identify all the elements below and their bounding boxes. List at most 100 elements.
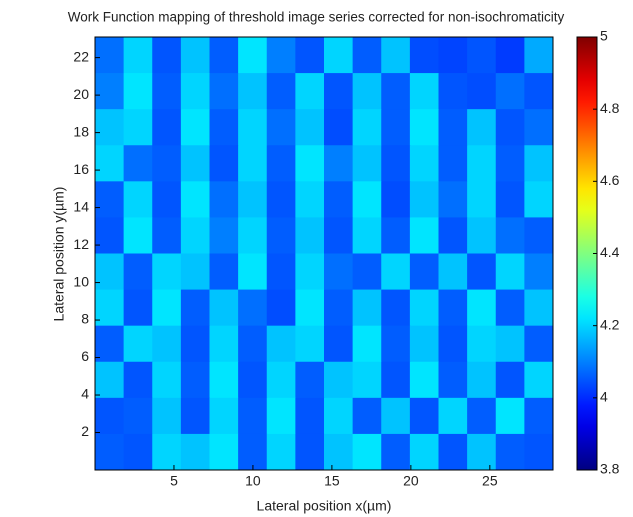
heatmap-cell	[209, 73, 239, 110]
heatmap-cell	[495, 289, 525, 327]
heatmap-cell	[467, 217, 497, 254]
heatmap-cell	[467, 109, 497, 146]
heatmap-cell	[409, 37, 439, 74]
heatmap-cell	[409, 325, 439, 363]
heatmap-cell	[495, 37, 525, 74]
heatmap-cell	[324, 433, 354, 471]
heatmap-cell	[95, 253, 125, 291]
heatmap-cell	[381, 361, 411, 399]
heatmap-cell	[409, 361, 439, 399]
heatmap-cell	[352, 109, 382, 146]
heatmap-cell	[209, 397, 239, 435]
heatmap-cell	[123, 433, 153, 471]
y-tick-label: 20	[73, 86, 89, 102]
heatmap-cell	[495, 73, 525, 110]
heatmap-cell	[324, 145, 354, 182]
heatmap-cell	[524, 73, 554, 110]
heatmap-cell	[266, 325, 296, 363]
heatmap-cell	[238, 433, 268, 471]
heatmap-cell	[409, 109, 439, 146]
heatmap-cell	[295, 37, 325, 74]
heatmap-cell	[95, 361, 125, 399]
heatmap-cell	[266, 361, 296, 399]
heatmap-cell	[352, 217, 382, 254]
heatmap-cell	[352, 433, 382, 471]
heatmap-cell	[352, 397, 382, 435]
heatmap-cell	[409, 181, 439, 218]
heatmap-cell	[467, 181, 497, 218]
heatmap-cell	[381, 397, 411, 435]
heatmap-cell	[524, 433, 554, 471]
heatmap-cell	[209, 109, 239, 146]
y-tick-label: 2	[81, 423, 89, 439]
heatmap-cell	[123, 37, 153, 74]
heatmap-cell	[209, 253, 239, 291]
heatmap-cell	[180, 145, 210, 182]
heatmap-cell	[438, 325, 468, 363]
heatmap-cell	[352, 325, 382, 363]
heatmap-cell	[324, 37, 354, 74]
heatmap-cell	[95, 145, 125, 182]
heatmap-cell	[467, 325, 497, 363]
heatmap-cell	[324, 397, 354, 435]
heatmap-cell	[238, 289, 268, 327]
heatmap-cell	[467, 433, 497, 471]
heatmap-cell	[381, 217, 411, 254]
colorbar-tick-label: 4	[600, 389, 608, 405]
heatmap-cell	[409, 73, 439, 110]
y-tick-label: 10	[73, 273, 89, 289]
heatmap-cell	[295, 253, 325, 291]
heatmap-cell	[238, 397, 268, 435]
heatmap-cell	[381, 181, 411, 218]
heatmap-cell	[238, 109, 268, 146]
heatmap-cell	[381, 73, 411, 110]
heatmap-cell	[352, 361, 382, 399]
heatmap-cell	[295, 73, 325, 110]
heatmap-cell	[438, 181, 468, 218]
heatmap-cell	[123, 361, 153, 399]
heatmap-cell	[238, 145, 268, 182]
heatmap-cell	[381, 253, 411, 291]
heatmap-cell	[495, 253, 525, 291]
x-tick-label: 10	[245, 473, 261, 489]
heatmap-cell	[524, 181, 554, 218]
heatmap-cell	[295, 289, 325, 327]
y-tick-label: 16	[73, 161, 89, 177]
heatmap-cell	[266, 397, 296, 435]
heatmap-cell	[495, 109, 525, 146]
heatmap-cell	[180, 253, 210, 291]
heatmap-cell	[381, 325, 411, 363]
heatmap-cell	[152, 73, 182, 110]
heatmap-cell	[180, 325, 210, 363]
heatmap-cell	[324, 73, 354, 110]
y-tick-label: 8	[81, 311, 89, 327]
heatmap-cell	[467, 397, 497, 435]
heatmap-cell	[438, 109, 468, 146]
x-tick-label: 20	[403, 473, 419, 489]
heatmap-cell	[95, 109, 125, 146]
heatmap-cell	[209, 361, 239, 399]
heatmap-cell	[238, 37, 268, 74]
heatmap-cell	[438, 253, 468, 291]
heatmap-cell	[238, 217, 268, 254]
heatmap-cell	[438, 217, 468, 254]
heatmap-cell	[152, 37, 182, 74]
y-tick-label: 14	[73, 198, 89, 214]
x-tick-label: 15	[324, 473, 340, 489]
heatmap-cell	[209, 145, 239, 182]
heatmap-cell	[95, 73, 125, 110]
heatmap-cell	[238, 73, 268, 110]
heatmap-cell	[152, 253, 182, 291]
y-tick-label: 6	[81, 348, 89, 364]
heatmap-cell	[324, 217, 354, 254]
heatmap-cell	[495, 361, 525, 399]
colorbar-tick-label: 4.6	[600, 172, 620, 188]
heatmap-cell	[209, 433, 239, 471]
heatmap-cell	[381, 109, 411, 146]
heatmap-cell	[467, 145, 497, 182]
heatmap-cell	[266, 289, 296, 327]
heatmap-cell	[295, 145, 325, 182]
colorbar-tick-label: 3.8	[600, 461, 620, 477]
heatmap-cell	[467, 37, 497, 74]
